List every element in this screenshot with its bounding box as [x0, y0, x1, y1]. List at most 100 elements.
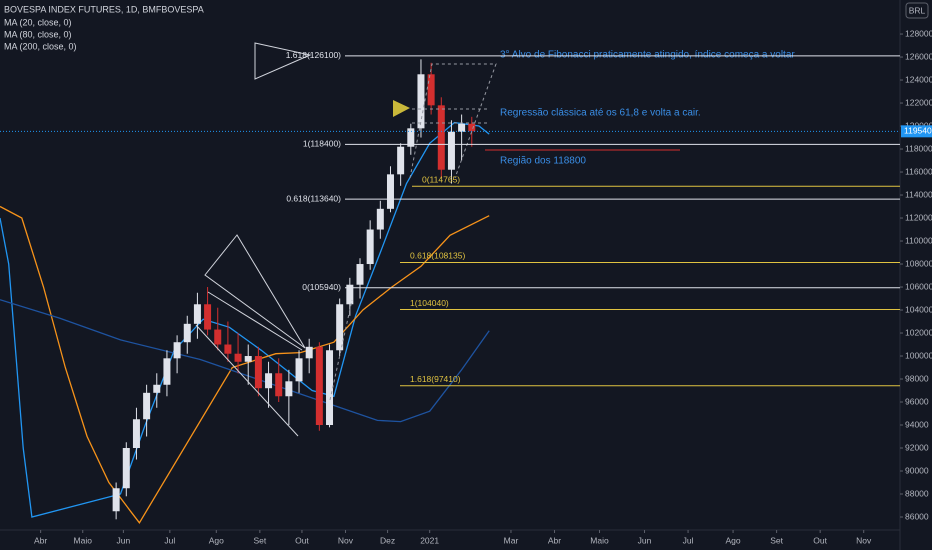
x-tick-label: Nov	[338, 535, 354, 545]
last-price-label: 119540	[904, 126, 932, 136]
annotation: Região dos 118800	[500, 156, 586, 167]
y-tick-label: 112000	[905, 212, 932, 222]
fib-label: 1(118400)	[303, 139, 341, 149]
drawing-dashed	[329, 299, 353, 401]
candle-body	[295, 358, 303, 382]
ma-line	[0, 299, 490, 423]
candle-body	[214, 329, 222, 345]
channel-line	[195, 324, 299, 437]
y-tick-label: 96000	[905, 396, 929, 406]
y-tick-label: 128000	[905, 28, 932, 38]
drawing-arrow	[393, 100, 410, 117]
x-tick-label: 2021	[420, 535, 439, 545]
candle-body	[244, 356, 252, 362]
fib-label: 0(114765)	[422, 174, 460, 184]
y-tick-label: 116000	[905, 166, 932, 176]
x-tick-label: Jul	[683, 535, 694, 545]
currency[interactable]: BRL	[909, 5, 926, 15]
x-tick-label: Ago	[209, 535, 224, 545]
candle-body	[336, 304, 344, 351]
candle-body	[193, 304, 201, 324]
y-tick-label: 122000	[905, 97, 932, 107]
candle-body	[437, 105, 445, 170]
candle-body	[315, 346, 323, 426]
candle-body	[447, 131, 455, 170]
x-tick-label: Ago	[726, 535, 741, 545]
annotation: Regressão clássica até os 61,8 e volta a…	[500, 108, 701, 119]
candle-body	[275, 373, 283, 397]
y-tick-label: 100000	[905, 350, 932, 360]
x-tick-label: Jul	[164, 535, 175, 545]
candle-body	[285, 381, 293, 397]
candle-body	[153, 384, 161, 393]
candle-body	[326, 350, 334, 426]
y-tick-label: 88000	[905, 488, 929, 498]
candle-body	[183, 323, 191, 343]
candle-body	[407, 128, 415, 147]
candle-body	[163, 358, 171, 385]
legend-entry: MA (20, close, 0)	[4, 17, 72, 27]
candle-body	[122, 448, 130, 489]
y-tick-label: 124000	[905, 74, 932, 84]
candle-body	[143, 392, 151, 420]
candle-body	[132, 419, 140, 449]
y-tick-label: 118000	[905, 143, 932, 153]
x-tick-label: Mar	[504, 535, 519, 545]
y-tick-label: 86000	[905, 511, 929, 521]
candle-body	[305, 346, 313, 359]
y-tick-label: 126000	[905, 51, 932, 61]
candle-body	[265, 373, 273, 389]
y-tick-label: 114000	[905, 189, 932, 199]
series-layer	[0, 59, 490, 524]
y-tick-label: 94000	[905, 419, 929, 429]
x-tick-label: Jun	[638, 535, 652, 545]
candle-body	[386, 174, 394, 209]
candle-body	[376, 208, 384, 230]
last-price-box	[901, 125, 932, 138]
candle-body	[427, 74, 435, 106]
fib-label: 1(104040)	[410, 298, 449, 308]
y-tick-label: 108000	[905, 258, 932, 268]
drawing-triangle	[254, 42, 312, 80]
x-tick-label: Maio	[590, 535, 609, 545]
fib-label: 1.618(126100)	[286, 50, 341, 60]
x-tick-label: Nov	[856, 535, 872, 545]
y-tick-label: 102000	[905, 327, 932, 337]
chart-title: BOVESPA INDEX FUTURES, 1D, BMFBOVESPA	[4, 4, 204, 14]
y-tick-label: 106000	[905, 281, 932, 291]
currency-box[interactable]	[905, 2, 929, 19]
candle-body	[173, 342, 181, 359]
candle-body	[458, 123, 466, 132]
x-tick-label: Set	[253, 535, 266, 545]
candle-body	[112, 488, 120, 512]
y-tick-label: 90000	[905, 465, 929, 475]
drawing-triangle	[204, 234, 306, 349]
annotation: 3° Alvo de Fibonacci praticamente atingi…	[500, 50, 795, 61]
x-tick-label: Out	[813, 535, 827, 545]
ma-line	[0, 205, 490, 524]
x-tick-label: Set	[770, 535, 783, 545]
candle-body	[468, 123, 476, 132]
x-tick-label: Maio	[74, 535, 93, 545]
candle-body	[397, 146, 405, 175]
fib-label: 1.618(97410)	[410, 374, 461, 384]
drawing-dashed	[409, 63, 497, 179]
channel-line	[207, 291, 303, 351]
y-tick-label: 98000	[905, 373, 929, 383]
y-tick-label: 104000	[905, 304, 932, 314]
ma-line	[0, 121, 490, 518]
candle-body	[204, 304, 212, 330]
candle-body	[224, 344, 232, 354]
candle-body	[234, 353, 242, 362]
x-tick-label: Jun	[117, 535, 131, 545]
plot-area	[0, 59, 490, 524]
candle-body	[366, 229, 374, 265]
fib-label: 0.618(108135)	[410, 251, 465, 261]
y-tick-label: 110000	[905, 235, 932, 245]
y-tick-label: 120000	[905, 120, 932, 130]
legend-entry: MA (80, close, 0)	[4, 29, 72, 39]
fib-label: 0.618(113640)	[286, 193, 341, 203]
candle-body	[417, 74, 425, 129]
